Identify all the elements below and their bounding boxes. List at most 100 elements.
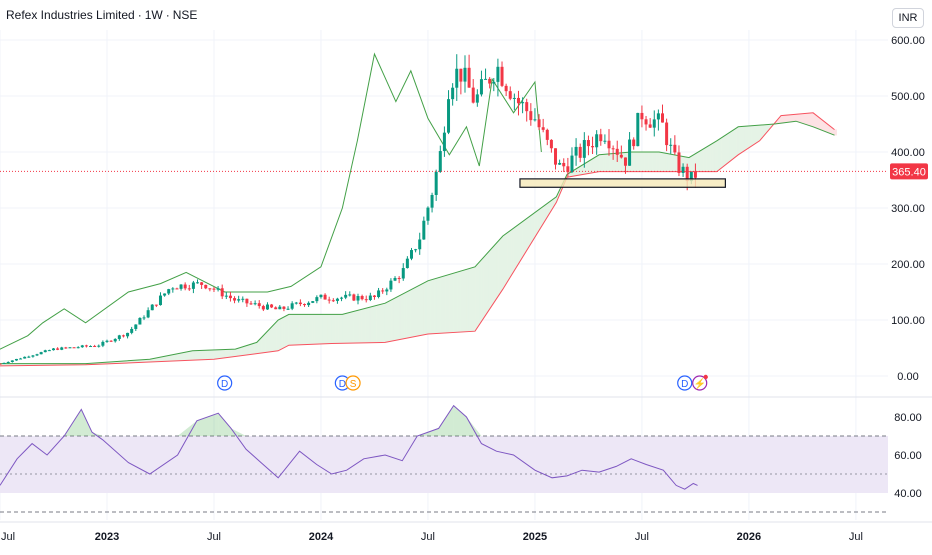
split-event-marker[interactable]: S: [346, 376, 360, 390]
candle-down[interactable]: [640, 113, 643, 119]
candle-up[interactable]: [307, 303, 310, 305]
candle-down[interactable]: [262, 306, 265, 309]
candle-up[interactable]: [344, 295, 347, 298]
candle-up[interactable]: [254, 303, 257, 304]
candle-up[interactable]: [513, 98, 516, 99]
candle-up[interactable]: [595, 134, 598, 147]
candle-down[interactable]: [620, 155, 623, 158]
candle-up[interactable]: [101, 342, 104, 346]
candle-up[interactable]: [27, 357, 30, 358]
candle-up[interactable]: [278, 307, 281, 310]
candle-up[interactable]: [406, 259, 409, 268]
candle-up[interactable]: [287, 309, 290, 310]
candle-up[interactable]: [414, 249, 417, 250]
candle-down[interactable]: [122, 335, 125, 336]
candle-up[interactable]: [669, 145, 672, 146]
candle-down[interactable]: [299, 303, 302, 304]
candle-down[interactable]: [525, 102, 528, 111]
candle-down[interactable]: [373, 296, 376, 297]
candle-down[interactable]: [184, 285, 187, 289]
candle-down[interactable]: [587, 140, 590, 146]
candle-up[interactable]: [636, 113, 639, 146]
candle-down[interactable]: [212, 289, 215, 290]
candle-up[interactable]: [455, 69, 458, 88]
candle-down[interactable]: [624, 157, 627, 165]
candle-up[interactable]: [266, 305, 269, 310]
candle-down[interactable]: [110, 341, 113, 342]
candle-up[interactable]: [77, 347, 80, 348]
candle-up[interactable]: [394, 278, 397, 281]
candle-down[interactable]: [328, 300, 331, 301]
candle-down[interactable]: [233, 298, 236, 300]
candle-up[interactable]: [163, 294, 166, 296]
candle-down[interactable]: [509, 91, 512, 99]
candle-up[interactable]: [451, 88, 454, 99]
candle-up[interactable]: [377, 290, 380, 297]
candle-down[interactable]: [221, 288, 224, 296]
candle-up[interactable]: [336, 299, 339, 301]
candle-up[interactable]: [558, 163, 561, 165]
candle-up[interactable]: [52, 348, 55, 350]
candle-down[interactable]: [599, 134, 602, 141]
candle-down[interactable]: [250, 303, 253, 304]
candle-up[interactable]: [356, 296, 359, 301]
candle-up[interactable]: [225, 296, 228, 297]
candle-down[interactable]: [56, 348, 59, 349]
candle-down[interactable]: [274, 307, 277, 309]
candle-up[interactable]: [31, 355, 34, 356]
candle-down[interactable]: [546, 130, 549, 140]
candle-up[interactable]: [480, 79, 483, 94]
candle-up[interactable]: [682, 167, 685, 173]
candle-down[interactable]: [398, 278, 401, 279]
candle-up[interactable]: [628, 140, 631, 166]
candle-up[interactable]: [97, 346, 100, 347]
candle-down[interactable]: [361, 296, 364, 299]
candle-down[interactable]: [488, 79, 491, 84]
candle-down[interactable]: [591, 146, 594, 147]
currency-button[interactable]: INR: [892, 8, 924, 28]
candle-down[interactable]: [649, 124, 652, 127]
candle-up[interactable]: [369, 296, 372, 300]
candle-down[interactable]: [673, 145, 676, 153]
candle-up[interactable]: [114, 339, 117, 341]
candle-down[interactable]: [200, 282, 203, 285]
candle-up[interactable]: [533, 119, 536, 120]
candle-up[interactable]: [48, 350, 51, 351]
candle-up[interactable]: [15, 359, 18, 360]
candle-up[interactable]: [196, 282, 199, 283]
candle-up[interactable]: [291, 303, 294, 308]
candle-up[interactable]: [447, 99, 450, 133]
candle-down[interactable]: [85, 345, 88, 346]
candle-down[interactable]: [550, 140, 553, 148]
candle-down[interactable]: [538, 119, 541, 127]
candle-up[interactable]: [311, 301, 314, 303]
candle-down[interactable]: [501, 67, 504, 86]
candle-up[interactable]: [575, 147, 578, 156]
candle-down[interactable]: [73, 347, 76, 348]
candle-up[interactable]: [295, 303, 298, 304]
candle-up[interactable]: [167, 289, 170, 293]
candle-up[interactable]: [653, 119, 656, 127]
candle-up[interactable]: [583, 140, 586, 158]
candle-up[interactable]: [439, 151, 442, 172]
candle-down[interactable]: [554, 148, 557, 164]
candle-up[interactable]: [147, 310, 150, 317]
candle-down[interactable]: [665, 123, 668, 146]
candle-down[interactable]: [694, 172, 697, 178]
candle-up[interactable]: [521, 102, 524, 103]
candle-down[interactable]: [459, 69, 462, 82]
candle-up[interactable]: [118, 335, 121, 339]
candle-down[interactable]: [381, 290, 384, 291]
candle-down[interactable]: [352, 294, 355, 300]
candle-down[interactable]: [365, 299, 368, 300]
candle-down[interactable]: [608, 141, 611, 149]
candle-down[interactable]: [529, 111, 532, 120]
candle-up[interactable]: [402, 268, 405, 278]
candle-down[interactable]: [245, 299, 248, 304]
dividend-event-marker[interactable]: D: [678, 376, 692, 390]
candle-down[interactable]: [332, 300, 335, 301]
candle-up[interactable]: [385, 289, 388, 291]
candle-down[interactable]: [579, 147, 582, 158]
candle-up[interactable]: [7, 362, 10, 363]
candle-up[interactable]: [89, 346, 92, 347]
